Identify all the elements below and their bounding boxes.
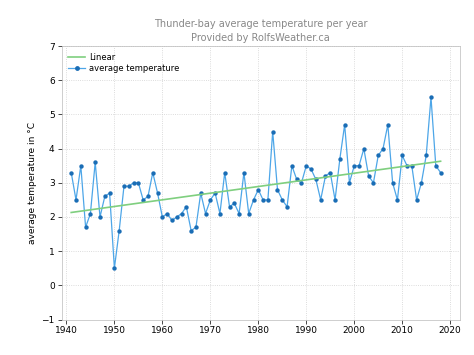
Point xyxy=(120,184,128,189)
Point xyxy=(164,211,171,217)
Point xyxy=(370,180,377,186)
Point xyxy=(283,204,291,209)
Point xyxy=(355,163,363,169)
Point xyxy=(427,94,435,100)
Title: Thunder-bay average temperature per year
Provided by RolfsWeather.ca: Thunder-bay average temperature per year… xyxy=(154,20,367,43)
Point xyxy=(307,166,315,172)
Point xyxy=(110,266,118,271)
Point xyxy=(221,170,228,175)
Point xyxy=(67,170,75,175)
Point xyxy=(413,197,420,203)
Point xyxy=(82,224,90,230)
Point xyxy=(96,214,104,220)
Point xyxy=(101,194,109,200)
Point xyxy=(178,211,185,217)
Point xyxy=(341,122,348,127)
Point xyxy=(374,153,382,158)
Point xyxy=(259,197,267,203)
Point xyxy=(130,180,137,186)
Point xyxy=(384,122,392,127)
Point xyxy=(264,197,272,203)
Point xyxy=(187,228,195,234)
Point xyxy=(139,197,147,203)
Point xyxy=(72,197,80,203)
Point xyxy=(125,184,133,189)
Point xyxy=(173,214,181,220)
Point xyxy=(115,228,123,234)
Point xyxy=(159,214,166,220)
Point xyxy=(293,176,301,182)
Point xyxy=(211,190,219,196)
Point xyxy=(389,180,396,186)
Point xyxy=(437,170,445,175)
Point xyxy=(106,190,113,196)
Point xyxy=(350,163,358,169)
Point xyxy=(317,197,325,203)
Point xyxy=(255,187,262,192)
Point xyxy=(432,163,439,169)
Point xyxy=(269,129,276,135)
Point xyxy=(346,180,353,186)
Point xyxy=(408,163,416,169)
Point xyxy=(240,170,248,175)
Y-axis label: average temperature in °C: average temperature in °C xyxy=(28,122,37,244)
Point xyxy=(235,211,243,217)
Point xyxy=(279,197,286,203)
Point xyxy=(302,163,310,169)
Point xyxy=(288,163,296,169)
Point xyxy=(182,204,190,209)
Point xyxy=(327,170,334,175)
Point xyxy=(336,156,344,162)
Point xyxy=(135,180,142,186)
Point xyxy=(154,190,161,196)
Point xyxy=(149,170,156,175)
Point xyxy=(202,211,210,217)
Point xyxy=(250,197,257,203)
Point xyxy=(393,197,401,203)
Point xyxy=(226,204,233,209)
Point xyxy=(77,163,84,169)
Point xyxy=(273,187,281,192)
Point xyxy=(207,197,214,203)
Point xyxy=(197,190,204,196)
Point xyxy=(399,153,406,158)
Point xyxy=(418,180,425,186)
Point xyxy=(312,176,319,182)
Point xyxy=(216,211,224,217)
Point xyxy=(230,201,238,206)
Point xyxy=(298,180,305,186)
Point xyxy=(365,173,373,179)
Point xyxy=(422,153,430,158)
Point xyxy=(322,173,329,179)
Legend: Linear, average temperature: Linear, average temperature xyxy=(66,50,182,76)
Point xyxy=(168,218,176,223)
Point xyxy=(87,211,94,217)
Point xyxy=(403,163,411,169)
Point xyxy=(245,211,253,217)
Point xyxy=(331,197,339,203)
Point xyxy=(379,146,387,152)
Point xyxy=(360,146,368,152)
Point xyxy=(91,159,99,165)
Point xyxy=(192,224,200,230)
Point xyxy=(144,194,152,200)
